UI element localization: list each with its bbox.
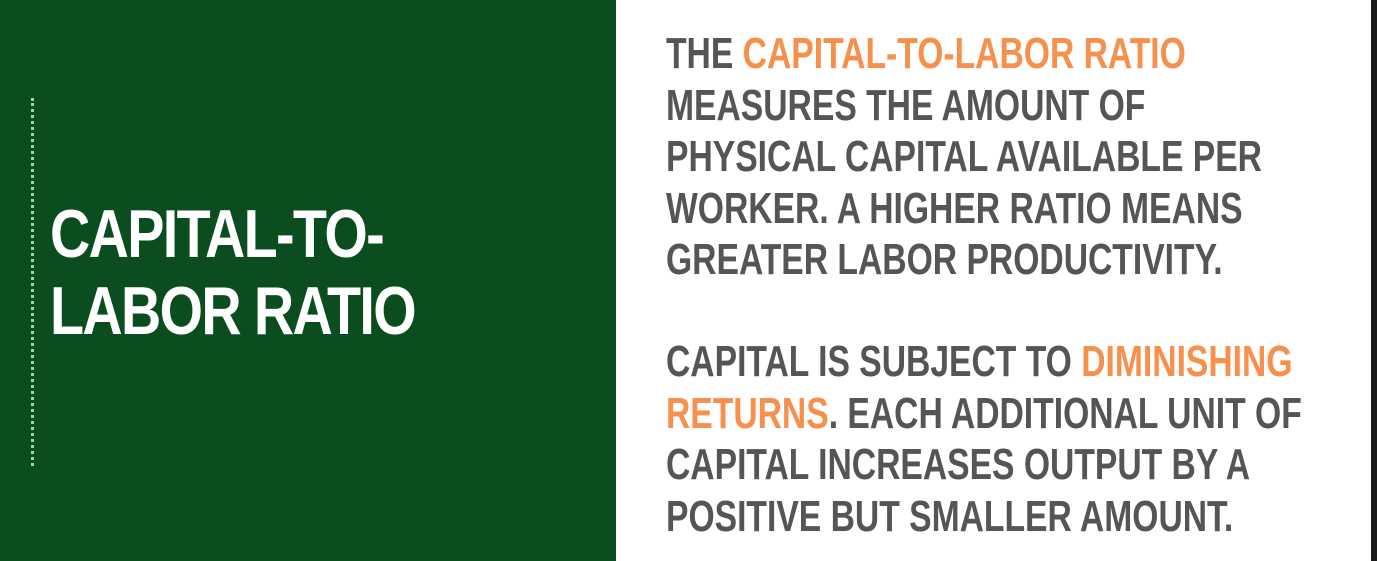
term-highlight: CAPITAL-TO-LABOR RATIO <box>742 29 1186 78</box>
content-panel: THE CAPITAL-TO-LABOR RATIO MEASURES THE … <box>616 0 1371 561</box>
definition-line-4: WORKER. A HIGHER RATIO MEANS <box>666 183 1243 233</box>
returns-highlight: RETURNS <box>666 388 829 438</box>
title-line-2: LABOR RATIO <box>50 273 417 349</box>
diminishing-returns-paragraph: CAPITAL IS SUBJECT TO DIMINISHING RETURN… <box>666 336 1302 542</box>
title-line-1: CAPITAL-TO- <box>50 196 385 272</box>
definition-paragraph: THE CAPITAL-TO-LABOR RATIO MEASURES THE … <box>666 28 1262 286</box>
returns-line-2: RETURNS. EACH ADDITIONAL UNIT OF <box>666 388 1302 440</box>
diminishing-highlight: DIMINISHING <box>1081 337 1293 386</box>
returns-lead: CAPITAL IS SUBJECT TO <box>666 337 1082 386</box>
returns-line-4: POSITIVE BUT SMALLER AMOUNT. <box>666 491 1234 541</box>
definition-line-3: PHYSICAL CAPITAL AVAILABLE PER <box>666 132 1262 181</box>
definition-line-5: GREATER LABOR PRODUCTIVITY. <box>666 235 1223 284</box>
returns-line-1: CAPITAL IS SUBJECT TO DIMINISHING <box>666 336 1293 388</box>
title-panel: CAPITAL-TO- LABOR RATIO <box>0 0 616 561</box>
definition-line-1: THE CAPITAL-TO-LABOR RATIO <box>666 28 1217 80</box>
definition-line-2: MEASURES THE AMOUNT OF <box>666 80 1146 130</box>
returns-line-3: CAPITAL INCREASES OUTPUT BY A <box>666 440 1251 489</box>
returns-tail: . EACH ADDITIONAL UNIT OF <box>828 388 1302 438</box>
slide-title: CAPITAL-TO- LABOR RATIO <box>50 196 493 350</box>
dotted-divider <box>31 98 34 466</box>
definition-lead: THE <box>666 29 743 78</box>
